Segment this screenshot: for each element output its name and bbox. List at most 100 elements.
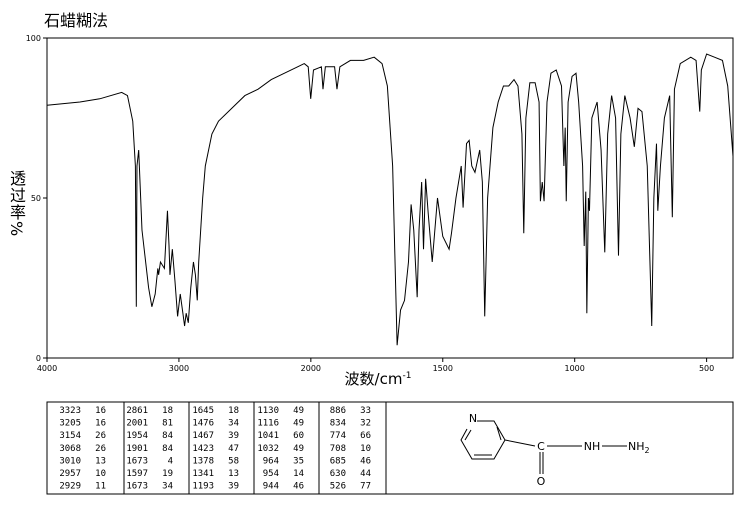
x-label-sup: -1 <box>402 371 411 381</box>
peak-wavenumber: 774 <box>330 431 346 441</box>
peak-intensity: 4 <box>168 456 173 466</box>
peak-intensity: 84 <box>162 431 173 441</box>
peak-wavenumber: 1193 <box>192 482 214 492</box>
peak-wavenumber: 1041 <box>257 431 279 441</box>
peak-wavenumber: 526 <box>330 482 346 492</box>
peak-wavenumber: 3205 <box>59 419 81 429</box>
x-tick-label: 3000 <box>169 364 189 373</box>
peak-wavenumber: 1673 <box>126 482 148 492</box>
peak-intensity: 47 <box>228 444 239 454</box>
peak-intensity: 84 <box>162 444 173 454</box>
structure-bonds <box>460 420 627 474</box>
table-separators <box>123 402 387 494</box>
peak-wavenumber: 944 <box>263 482 279 492</box>
peak-intensity: 11 <box>95 482 106 492</box>
peak-intensity: 13 <box>95 456 106 466</box>
atom-sub: 2 <box>645 446 650 455</box>
y-tick-label: 0 <box>36 354 41 363</box>
x-tick-label: 1500 <box>433 364 453 373</box>
peak-wavenumber: 1597 <box>126 469 148 479</box>
peak-wavenumber: 1901 <box>126 444 148 454</box>
peak-wavenumber: 2861 <box>126 406 148 416</box>
peak-wavenumber: 1645 <box>192 406 214 416</box>
x-label-main: 波数/cm <box>345 370 403 388</box>
table-frame <box>46 401 734 495</box>
chart-title: 石蜡糊法 <box>44 11 108 30</box>
peak-intensity: 35 <box>293 456 304 466</box>
x-tick-label: 1000 <box>565 364 585 373</box>
peak-intensity: 77 <box>360 482 371 492</box>
peak-wavenumber: 708 <box>330 444 346 454</box>
peak-wavenumber: 2957 <box>59 469 81 479</box>
peak-intensity: 14 <box>293 469 304 479</box>
atom-main: NH <box>628 440 645 453</box>
peak-intensity: 32 <box>360 419 371 429</box>
peak-wavenumber: 1130 <box>257 406 279 416</box>
peak-wavenumber: 3323 <box>59 406 81 416</box>
peak-wavenumber: 1116 <box>257 419 279 429</box>
peak-wavenumber: 1378 <box>192 456 214 466</box>
peak-wavenumber: 1476 <box>192 419 214 429</box>
peak-wavenumber: 3154 <box>59 431 81 441</box>
peak-intensity: 13 <box>228 469 239 479</box>
peak-wavenumber: 954 <box>263 469 279 479</box>
peak-wavenumber: 630 <box>330 469 346 479</box>
peak-wavenumber: 3068 <box>59 444 81 454</box>
peak-wavenumber: 834 <box>330 419 346 429</box>
peak-wavenumber: 1341 <box>192 469 214 479</box>
peak-wavenumber: 3010 <box>59 456 81 466</box>
atom: NH2 <box>628 440 650 455</box>
peak-intensity: 58 <box>228 456 239 466</box>
peak-intensity: 10 <box>360 444 371 454</box>
peak-intensity: 26 <box>95 444 106 454</box>
peak-intensity: 49 <box>293 444 304 454</box>
peak-wavenumber: 2001 <box>126 419 148 429</box>
spectrum-line <box>46 53 734 346</box>
bond <box>504 439 536 447</box>
peak-intensity: 39 <box>228 431 239 441</box>
double-bond <box>464 429 472 441</box>
ring <box>460 420 506 460</box>
peak-wavenumber: 964 <box>263 456 279 466</box>
peak-wavenumber: 1954 <box>126 431 148 441</box>
x-axis-label: 波数/cm-1 <box>345 370 412 388</box>
peak-wavenumber: 1423 <box>192 444 214 454</box>
peak-intensity: 19 <box>162 469 173 479</box>
peak-intensity: 81 <box>162 419 173 429</box>
peak-intensity: 18 <box>228 406 239 416</box>
atom: NH <box>584 440 601 453</box>
peak-wavenumber: 685 <box>330 456 346 466</box>
peak-intensity: 26 <box>95 431 106 441</box>
peak-intensity: 16 <box>95 406 106 416</box>
x-tick-label: 2000 <box>301 364 321 373</box>
peak-intensity: 34 <box>162 482 173 492</box>
peak-intensity: 33 <box>360 406 371 416</box>
peak-wavenumber: 1032 <box>257 444 279 454</box>
peak-wavenumber: 1467 <box>192 431 214 441</box>
x-tick-label: 4000 <box>37 364 57 373</box>
peak-intensity: 49 <box>293 406 304 416</box>
atom: O <box>537 475 546 488</box>
peak-intensity: 60 <box>293 431 304 441</box>
x-tick-label: 500 <box>699 364 714 373</box>
peak-intensity: 49 <box>293 419 304 429</box>
peak-intensity: 39 <box>228 482 239 492</box>
atom: N <box>469 412 477 425</box>
peak-wavenumber: 1673 <box>126 456 148 466</box>
peak-intensity: 66 <box>360 431 371 441</box>
peak-wavenumber: 886 <box>330 406 346 416</box>
peak-intensity: 34 <box>228 419 239 429</box>
peak-intensity: 46 <box>293 482 304 492</box>
peak-intensity: 44 <box>360 469 371 479</box>
y-tick-label: 50 <box>31 194 41 203</box>
peak-intensity: 16 <box>95 419 106 429</box>
peak-intensity: 10 <box>95 469 106 479</box>
peak-intensity: 46 <box>360 456 371 466</box>
double-bond <box>496 426 502 441</box>
peak-intensity: 18 <box>162 406 173 416</box>
y-axis-label: 透过率% <box>7 170 26 238</box>
peak-wavenumber: 2929 <box>59 482 81 492</box>
plot-frame <box>46 37 734 359</box>
